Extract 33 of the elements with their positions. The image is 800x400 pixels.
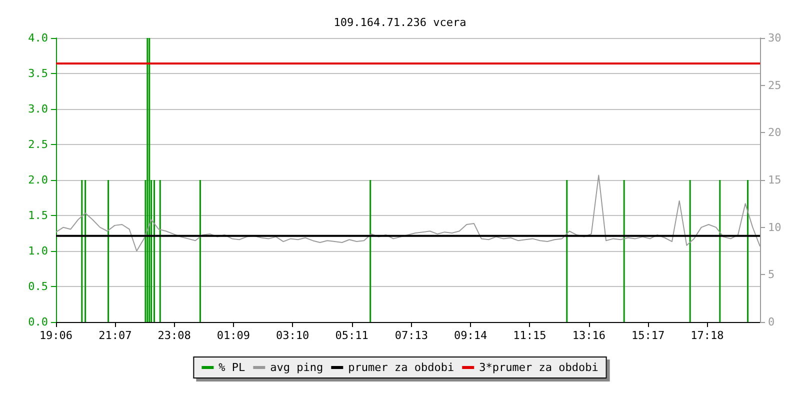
y-tick-label: 0.0 <box>28 316 48 328</box>
y2-tick-label: 30 <box>768 32 782 44</box>
x-tick-label: 15:17 <box>631 329 665 342</box>
legend-label: avg ping <box>270 361 324 374</box>
y-tick-label: 2.5 <box>28 138 48 151</box>
x-tick-label: 17:18 <box>690 329 724 342</box>
legend-label: prumer za obdobi <box>348 361 454 374</box>
y-tick-label: 0.5 <box>28 280 48 293</box>
y-tick-label: 3.0 <box>28 102 48 116</box>
x-tick-label: 01:09 <box>216 329 250 342</box>
x-tick-label: 07:13 <box>394 329 428 342</box>
legend-label: 3*prumer za obdobi <box>479 361 598 374</box>
x-tick-label: 11:15 <box>513 329 546 342</box>
y-tick-label: 3.5 <box>28 67 48 80</box>
x-tick-label: 21:07 <box>98 329 132 342</box>
y2-tick-label: 0 <box>768 316 775 328</box>
y2-tick-label: 5 <box>768 268 775 282</box>
y2-tick-label: 15 <box>768 174 782 186</box>
legend-label: % PL <box>218 361 246 374</box>
y2-tick-label: 20 <box>768 126 782 140</box>
chart-title: 109.164.71.236 vcera <box>334 16 466 29</box>
y2-tick-label: 25 <box>768 78 782 92</box>
y-tick-label: 2.0 <box>28 174 48 186</box>
x-tick-label: 13:16 <box>572 329 606 342</box>
x-tick-label: 05:11 <box>335 329 368 342</box>
y-tick-label: 4.0 <box>28 32 48 44</box>
y2-tick-label: 10 <box>768 220 782 234</box>
x-tick-label: 19:06 <box>39 329 73 342</box>
x-tick-label: 03:10 <box>276 329 310 342</box>
x-tick-label: 23:08 <box>158 329 191 342</box>
y-tick-label: 1.5 <box>28 209 48 222</box>
y-tick-label: 1.0 <box>28 244 48 258</box>
x-tick-label: 09:14 <box>454 329 488 342</box>
